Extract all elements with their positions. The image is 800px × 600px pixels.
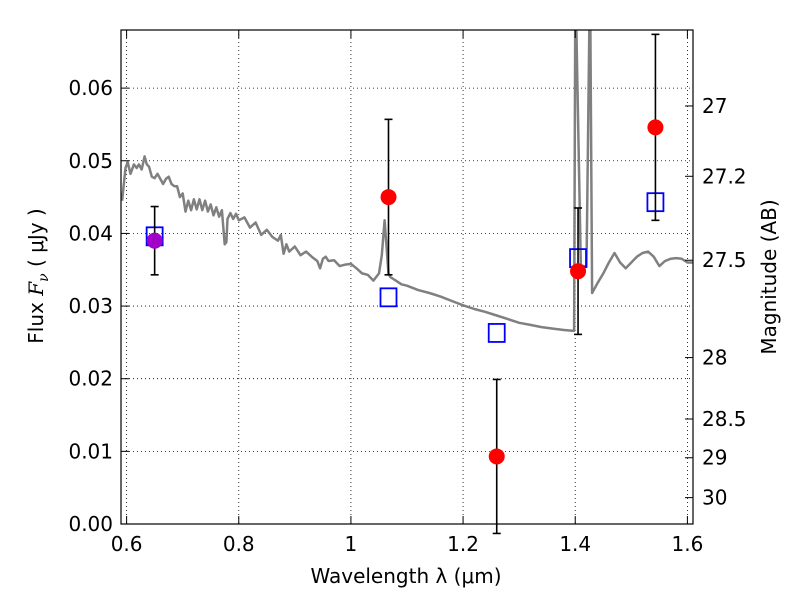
plot-frame (120, 29, 694, 525)
y-axis-label-symbol: F (24, 281, 48, 297)
y-tick-label: 0.00 (68, 512, 113, 536)
observed-photometry-point (488, 448, 505, 465)
right-tick-label: 27 (702, 94, 727, 118)
observed-photometry-layer (146, 33, 664, 535)
x-tick-label: 0.6 (111, 532, 143, 556)
y-tick-label: 0.01 (68, 439, 113, 463)
x-tick-label: 1.2 (447, 532, 479, 556)
observed-photometry-point (647, 119, 664, 136)
observed-photometry-point (570, 263, 587, 280)
sed-curve (121, 30, 693, 333)
y-axis-label-left: Flux Fν ( μJy ) (24, 208, 52, 343)
right-tick-label: 28 (702, 346, 727, 370)
y-axis-label-right: Magnitude (AB) (757, 199, 781, 354)
right-tick-label: 28.5 (702, 407, 747, 431)
x-tick-label: 1.4 (559, 532, 591, 556)
right-tick-label: 27.5 (702, 248, 747, 272)
y-axis-label-subscript: ν (36, 273, 52, 282)
y-tick-label: 0.05 (68, 149, 113, 173)
x-tick-label: 1 (345, 532, 358, 556)
sed-curve-layer (121, 30, 693, 333)
model-photometry-point (487, 323, 506, 343)
grid-lines (121, 30, 693, 524)
observed-photometry-point (380, 189, 397, 206)
observed-photometry-point (146, 232, 163, 249)
y-tick-label: 0.03 (68, 294, 113, 318)
y-axis-label-prefix: Flux (24, 296, 48, 344)
right-tick-label: 29 (702, 446, 727, 470)
x-tick-label: 1.6 (671, 532, 703, 556)
x-axis-label: Wavelength λ (μm) (310, 564, 501, 588)
right-tick-label: 27.2 (702, 164, 747, 188)
right-tick-label: 30 (702, 486, 727, 510)
y-tick-label: 0.02 (68, 367, 113, 391)
y-axis-label-suffix: ( μJy ) (24, 208, 48, 273)
model-photometry-point (379, 287, 398, 308)
y-tick-label: 0.04 (68, 221, 113, 245)
axis-ticks: 0.6 0.8 1 1.2 1.4 1.6 0.00 0.01 0.02 0.03 0.04 0.05… (68, 30, 747, 556)
x-tick-label: 0.8 (223, 532, 255, 556)
y-tick-label: 0.06 (68, 76, 113, 100)
